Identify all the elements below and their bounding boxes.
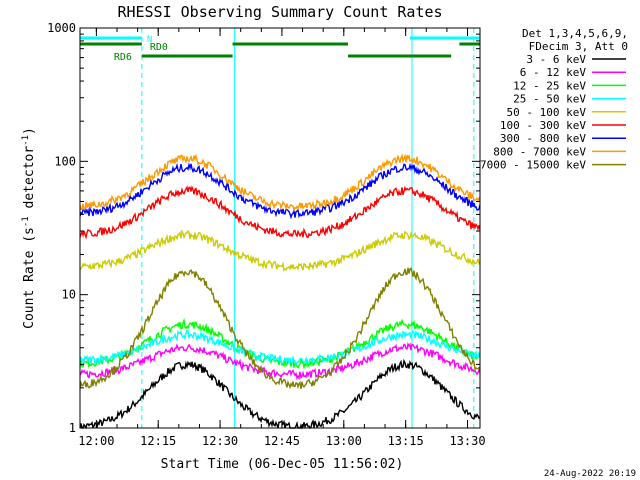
legend-entry-label: 800 - 7000 keV: [493, 145, 586, 158]
series-line-6-12-keV: [79, 341, 480, 381]
y-tick-label: 1: [69, 421, 76, 435]
legend-entry-label: 300 - 800 keV: [500, 132, 586, 145]
x-tick-label: 13:00: [326, 434, 362, 448]
series-line-25-50-keV: [79, 329, 481, 366]
svg-text:Count Rate (s-1 detector-1): Count Rate (s-1 detector-1): [21, 127, 37, 329]
x-tick-label: 13:30: [449, 434, 485, 448]
series-line-50-100-keV: [79, 229, 481, 272]
series-line-800-7000-keV: [79, 153, 481, 213]
y-tick-label: 100: [54, 154, 76, 168]
flag-label-rd6: RD6: [114, 52, 132, 63]
ylabel-part2: detector: [22, 146, 37, 217]
legend-entry-label: 3 - 6 keV: [526, 53, 586, 66]
flag-label-n: N: [147, 35, 152, 45]
x-tick-label: 12:15: [140, 434, 176, 448]
ylabel-sup1: -1: [21, 216, 31, 227]
legend-entry-label: 50 - 100 keV: [507, 106, 587, 119]
x-tick-label: 12:00: [78, 434, 114, 448]
y-tick-label: 10: [62, 288, 76, 302]
flag-label-rd0: RD0: [150, 42, 168, 53]
y-tick-label: 1000: [47, 21, 76, 35]
series-line-12-25-keV: [79, 317, 481, 370]
series-line-300-800-keV: [79, 162, 481, 220]
y-axis-label: Count Rate (s-1 detector-1): [21, 127, 37, 329]
series-line-100-300-keV: [79, 185, 481, 240]
legend-entry-label: 6 - 12 keV: [520, 66, 587, 79]
series-line-3-6-keV: [79, 358, 481, 430]
x-tick-label: 12:30: [202, 434, 238, 448]
legend-header-line: FDecim 3, Att 0: [529, 40, 628, 53]
legend-header-line: Det 1,3,4,5,6,9,: [522, 27, 628, 40]
x-tick-label: 13:15: [388, 434, 424, 448]
legend-entry-label: 12 - 25 keV: [513, 79, 586, 92]
series-line-7000-15000-keV: [79, 267, 481, 390]
ylabel-part1: Count Rate (s: [22, 227, 37, 329]
ylabel-part3: ): [22, 127, 37, 135]
footer-timestamp: 24-Aug-2022 20:19: [544, 469, 636, 479]
chart-title: RHESSI Observing Summary Count Rates: [117, 3, 442, 21]
ylabel-sup2: -1: [21, 135, 31, 146]
legend-entry-label: 7000 - 15000 keV: [480, 159, 586, 172]
x-tick-label: 12:45: [264, 434, 300, 448]
x-axis-label: Start Time (06-Dec-05 11:56:02): [161, 457, 404, 472]
legend-entry-label: 100 - 300 keV: [500, 119, 586, 132]
legend-entry-label: 25 - 50 keV: [513, 93, 586, 106]
legend: Det 1,3,4,5,6,9,FDecim 3, Att 03 - 6 keV…: [480, 27, 628, 172]
plot-frame: [79, 27, 481, 429]
